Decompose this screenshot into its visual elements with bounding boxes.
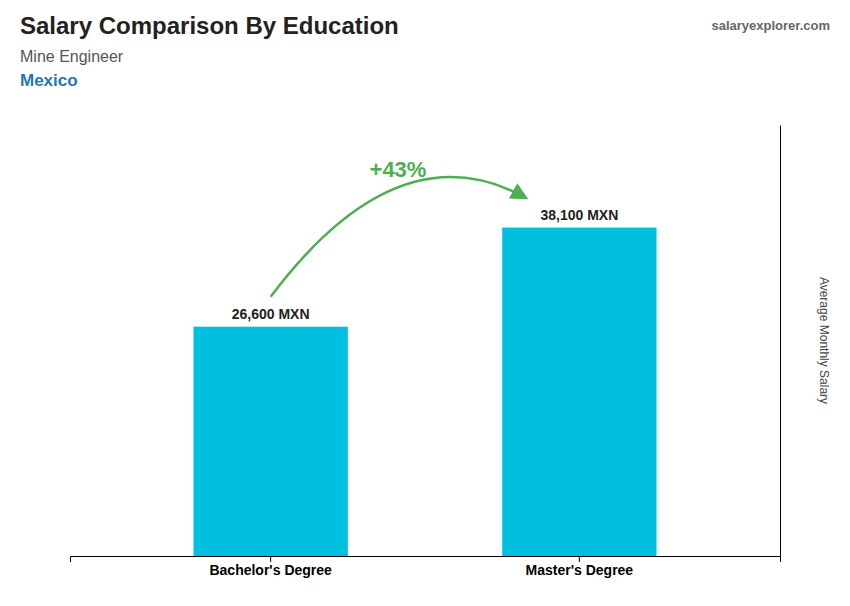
change-label: +43% xyxy=(370,157,427,182)
subtitle: Mine Engineer xyxy=(20,48,124,65)
subtitle: Mexico xyxy=(20,71,78,90)
change-arrow xyxy=(271,177,526,297)
bar xyxy=(502,228,656,556)
title: Salary Comparison By Education xyxy=(20,12,399,39)
x-axis-line xyxy=(71,557,781,563)
x-tick: Master's Degree xyxy=(526,556,634,578)
x-axis: Bachelor's Degree Master's Degree xyxy=(71,556,781,578)
chart: Salary Comparison By Education Mine Engin… xyxy=(0,0,850,606)
y-axis-title: Average Monthly Salary xyxy=(817,277,831,404)
x-tick-label: Bachelor's Degree xyxy=(209,562,332,578)
source: salaryexplorer.com xyxy=(711,18,830,33)
y-axis-line xyxy=(780,126,781,557)
x-tick: Bachelor's Degree xyxy=(209,556,332,578)
data-label: 26,600 MXN xyxy=(232,306,310,322)
plot-area: Bachelor's Degree Master's Degree 26,600 M… xyxy=(71,126,781,578)
data-labels: 26,600 MXN 38,100 MXN xyxy=(232,207,619,322)
y-axis xyxy=(780,126,781,557)
x-tick-label: Master's Degree xyxy=(526,562,634,578)
bars xyxy=(193,228,656,556)
bar xyxy=(193,327,347,556)
data-label: 38,100 MXN xyxy=(540,207,618,223)
